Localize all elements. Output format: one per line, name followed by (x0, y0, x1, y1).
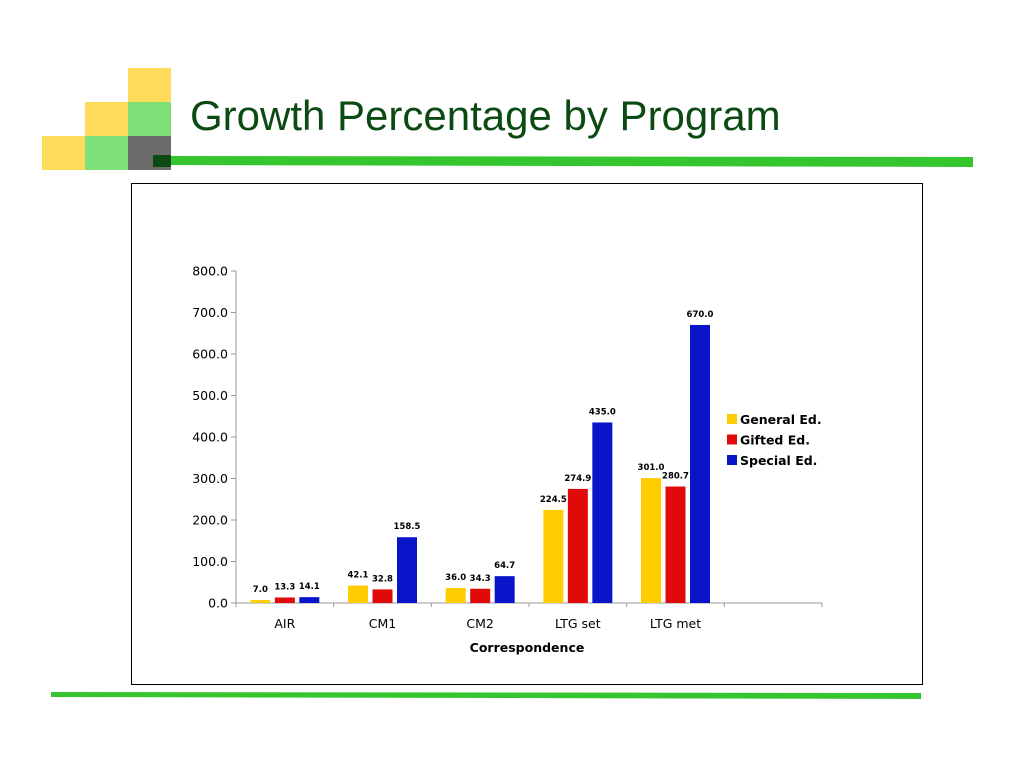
bar-special-ed-air (299, 597, 320, 603)
legend-label: General Ed. (740, 412, 822, 427)
x-axis-title: Correspondence (470, 640, 585, 655)
y-tick-label: 500.0 (192, 388, 228, 403)
decor-square-green-low (85, 136, 128, 170)
x-tick-label: AIR (274, 616, 295, 631)
y-tick-label: 600.0 (192, 347, 228, 362)
bar-general-ed-ltg-set (543, 509, 564, 603)
bar-gifted-ed-cm2 (470, 588, 491, 603)
y-tick-label: 200.0 (192, 513, 228, 528)
bar-general-ed-ltg-met (641, 478, 661, 603)
data-label: 158.5 (394, 522, 421, 532)
data-label: 64.7 (494, 561, 515, 571)
legend-label: Special Ed. (740, 453, 817, 468)
decor-square-yellow-mid (85, 102, 128, 136)
bar-special-ed-cm2 (494, 576, 515, 603)
data-label: 301.0 (638, 463, 665, 473)
data-label: 670.0 (687, 310, 714, 320)
y-tick-label: 0.0 (208, 596, 228, 611)
y-tick-label: 100.0 (192, 554, 228, 569)
data-label: 435.0 (589, 407, 616, 417)
x-tick-label: LTG met (650, 616, 701, 631)
bar-special-ed-ltg-set (592, 422, 613, 603)
bar-special-ed-cm1 (397, 537, 417, 603)
data-label: 36.0 (445, 573, 466, 583)
data-label: 224.5 (540, 495, 567, 505)
bar-special-ed-ltg-met (690, 324, 710, 603)
data-label: 34.3 (470, 574, 491, 584)
decor-square-yellow-top (128, 68, 171, 102)
x-tick-label: CM1 (369, 616, 396, 631)
x-tick-label: LTG set (555, 616, 601, 631)
y-tick-label: 300.0 (192, 471, 228, 486)
data-label: 280.7 (662, 472, 689, 482)
decor-square-green-mid (128, 102, 171, 136)
decor-square-yellow-low (42, 136, 85, 170)
bar-general-ed-cm1 (348, 585, 368, 603)
data-label: 14.1 (299, 582, 320, 592)
data-label: 42.1 (348, 571, 369, 581)
bar-gifted-ed-ltg-met (665, 486, 686, 603)
legend-swatch (727, 434, 737, 445)
bar-gifted-ed-cm1 (372, 589, 393, 603)
x-tick-label: CM2 (466, 616, 493, 631)
data-label: 13.3 (274, 582, 295, 592)
bar-general-ed-air (250, 600, 271, 603)
y-tick-label: 800.0 (192, 264, 228, 279)
data-label: 274.9 (564, 474, 591, 484)
legend-swatch (727, 455, 737, 465)
legend-label: Gifted Ed. (740, 433, 810, 448)
y-tick-label: 700.0 (192, 305, 228, 320)
legend-swatch (727, 414, 737, 424)
bar-gifted-ed-air (274, 597, 295, 603)
bar-gifted-ed-ltg-set (567, 488, 588, 603)
data-label: 7.0 (253, 585, 268, 595)
y-tick-label: 400.0 (192, 430, 228, 445)
bar-general-ed-cm2 (445, 588, 466, 603)
data-label: 32.8 (372, 574, 393, 584)
slide-title: Growth Percentage by Program (190, 92, 781, 139)
